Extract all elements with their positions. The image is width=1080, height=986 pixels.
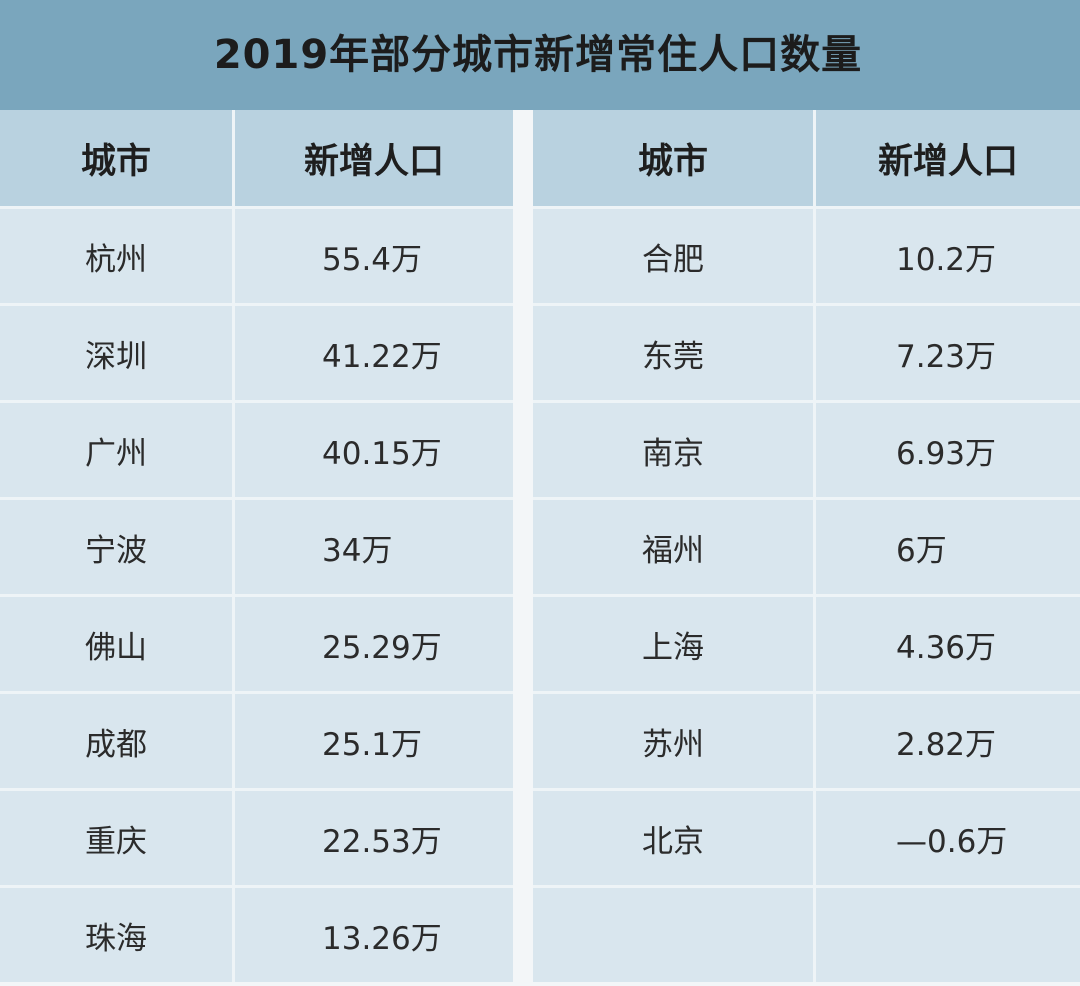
table-row: 北京 —0.6万 [533, 791, 1080, 885]
table-row: 东莞 7.23万 [533, 306, 1080, 400]
header-city: 城市 [0, 110, 235, 206]
table-row: 上海 4.36万 [533, 597, 1080, 691]
header-new-population: 新增人口 [303, 141, 444, 182]
row-divider [0, 691, 513, 694]
left-header-row: 城市 新增人口 [0, 110, 513, 206]
new-population-cell: 22.53万 [322, 823, 442, 860]
table-row: 宁波 34万 [0, 500, 513, 594]
table-row: 南京 6.93万 [533, 403, 1080, 497]
table-row: 广州 40.15万 [0, 403, 513, 497]
table-row: 苏州 2.82万 [533, 694, 1080, 788]
row-divider [0, 788, 513, 791]
city-cell: 南京 [533, 403, 816, 497]
new-population-cell [816, 888, 1080, 982]
new-population-cell: 6.93万 [896, 435, 997, 472]
row-divider [533, 303, 1080, 306]
right-table: 城市 新增人口 合肥 10.2万东莞 7.23万南京 6.93万福州 6万上海 4.36万… [533, 110, 1080, 986]
row-divider [0, 497, 513, 500]
row-divider [533, 594, 1080, 597]
table-row: 佛山 25.29万 [0, 597, 513, 691]
city-cell: 重庆 [0, 791, 235, 885]
header-city: 城市 [533, 110, 816, 206]
row-divider [533, 885, 1080, 888]
new-population-cell: —0.6万 [896, 823, 1008, 860]
row-divider [0, 400, 513, 403]
new-population-cell: 41.22万 [322, 338, 442, 375]
city-cell [533, 888, 816, 982]
table-row: 深圳 41.22万 [0, 306, 513, 400]
left-table: 城市 新增人口 杭州 55.4万深圳 41.22万广州 40.15万宁波 34万佛山 25… [0, 110, 513, 986]
city-cell: 福州 [533, 500, 816, 594]
city-cell: 广州 [0, 403, 235, 497]
table-row: 合肥 10.2万 [533, 209, 1080, 303]
new-population-cell: 25.29万 [322, 629, 442, 666]
new-population-cell: 4.36万 [896, 629, 997, 666]
city-cell: 珠海 [0, 888, 235, 982]
row-divider [533, 788, 1080, 791]
new-population-cell: 10.2万 [896, 241, 997, 278]
table-row: 杭州 55.4万 [0, 209, 513, 303]
row-divider [0, 206, 513, 209]
header-new-population: 新增人口 [877, 141, 1018, 182]
title-bar: 2019年部分城市新增常住人口数量 [0, 0, 1080, 110]
city-cell: 北京 [533, 791, 816, 885]
row-divider [0, 594, 513, 597]
city-cell: 东莞 [533, 306, 816, 400]
city-cell: 深圳 [0, 306, 235, 400]
city-cell: 佛山 [0, 597, 235, 691]
row-divider [0, 303, 513, 306]
new-population-cell: 2.82万 [896, 726, 997, 763]
city-cell: 杭州 [0, 209, 235, 303]
row-divider [533, 691, 1080, 694]
city-cell: 上海 [533, 597, 816, 691]
new-population-cell: 40.15万 [322, 435, 442, 472]
row-divider [533, 206, 1080, 209]
new-population-cell: 55.4万 [322, 241, 423, 278]
row-divider [533, 497, 1080, 500]
table-row: 成都 25.1万 [0, 694, 513, 788]
new-population-cell: 13.26万 [322, 920, 442, 957]
row-divider [0, 885, 513, 888]
table-gutter [513, 110, 533, 986]
table-row: 重庆 22.53万 [0, 791, 513, 885]
city-cell: 成都 [0, 694, 235, 788]
new-population-cell: 34万 [322, 532, 393, 569]
right-header-row: 城市 新增人口 [533, 110, 1080, 206]
new-population-cell: 6万 [896, 532, 947, 569]
page-title: 2019年部分城市新增常住人口数量 [213, 32, 863, 78]
table-row [533, 888, 1080, 982]
new-population-cell: 25.1万 [322, 726, 423, 763]
row-divider [533, 400, 1080, 403]
city-cell: 宁波 [0, 500, 235, 594]
table-row: 福州 6万 [533, 500, 1080, 594]
new-population-cell: 7.23万 [896, 338, 997, 375]
table-row: 珠海 13.26万 [0, 888, 513, 982]
city-cell: 合肥 [533, 209, 816, 303]
city-cell: 苏州 [533, 694, 816, 788]
